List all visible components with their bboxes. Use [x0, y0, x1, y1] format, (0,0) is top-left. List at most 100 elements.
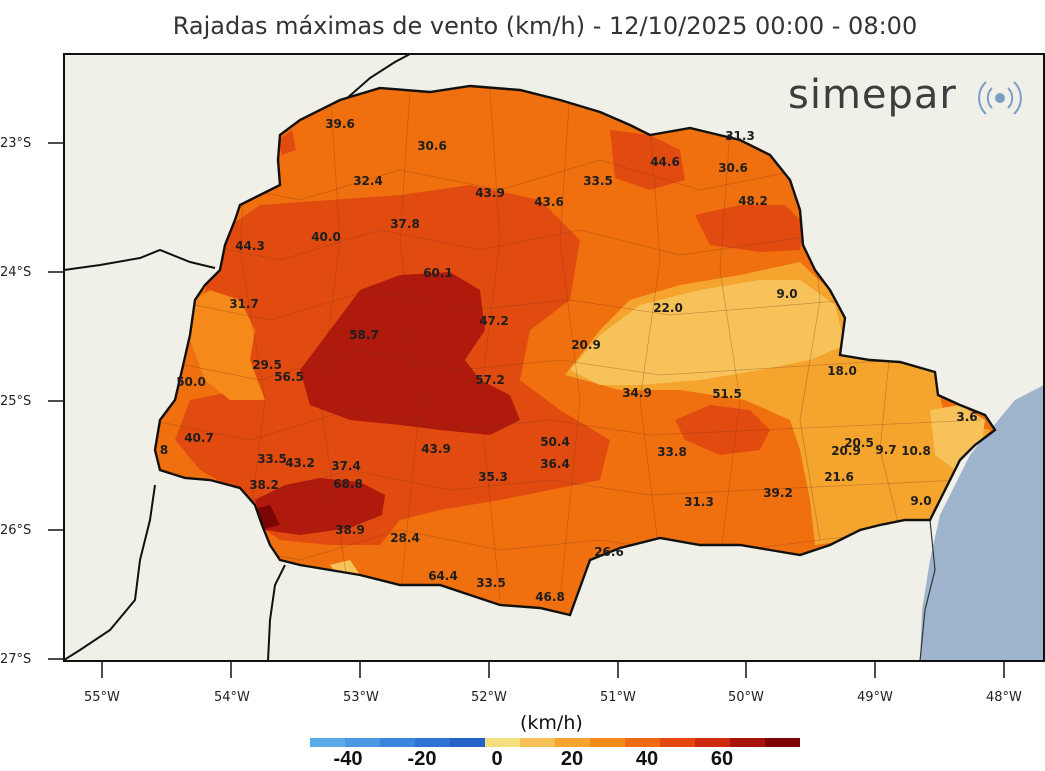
station-value: 48.2: [738, 194, 768, 208]
colorbar-segment: [415, 738, 450, 747]
border-line: [344, 54, 411, 101]
state-border: [153, 84, 997, 617]
station-value: 36.4: [540, 457, 570, 471]
colorbar-tick-label: 0: [491, 748, 503, 770]
colorbar-segment: [625, 738, 660, 747]
station-value: 20.9: [831, 444, 861, 458]
station-value: 28.4: [390, 531, 420, 545]
station-value: 38.9: [335, 523, 365, 537]
station-value: 56.5: [274, 370, 304, 384]
map-title: Rajadas máximas de vento (km/h) - 12/10/…: [172, 12, 918, 40]
station-value: 31.3: [725, 129, 755, 143]
colorbar-segment: [730, 738, 765, 747]
station-value: 37.8: [390, 217, 420, 231]
colorbar-tick-label: 40: [635, 748, 659, 770]
lon-tick-label: 55°W: [84, 690, 120, 705]
colorbar-segment: [310, 738, 345, 747]
colorbar-segment: [450, 738, 485, 747]
colorbar-tick-label: 60: [710, 748, 734, 770]
station-value: 60.1: [423, 266, 453, 280]
station-value: 64.4: [428, 569, 458, 583]
station-value: 33.8: [657, 445, 687, 459]
station-value: 50.0: [176, 375, 206, 389]
station-value: 31.3: [684, 495, 714, 509]
station-value: 9.0: [910, 494, 931, 508]
station-value: 40.7: [184, 431, 214, 445]
colorbar-segment: [520, 738, 555, 747]
station-value: 43.9: [421, 442, 451, 456]
logo-waves-icon: [978, 81, 1022, 115]
ocean: [920, 385, 1044, 661]
map-border: [63, 53, 1045, 662]
station-value: 3.6: [956, 410, 977, 424]
lat-tick-label: 23°S: [0, 136, 32, 151]
station-value: 38.2: [249, 478, 279, 492]
station-value: 44.6: [650, 155, 680, 169]
border-line: [919, 519, 936, 661]
station-values: 39.6 30.6 31.3 44.6 30.6 32.4 33.5 43.9 43.6 48.2…: [160, 117, 978, 604]
station-value: 40.0: [311, 230, 341, 244]
station-value: 32.4: [353, 174, 383, 188]
colorbar-segment: [555, 738, 590, 747]
station-value: 57.2: [475, 373, 505, 387]
station-value: 10.8: [901, 444, 931, 458]
lon-tick-label: 49°W: [857, 690, 893, 705]
station-value: 51.5: [712, 387, 742, 401]
station-value: 68.8: [333, 477, 363, 491]
station-value: 43.9: [475, 186, 505, 200]
station-value: 50.4: [540, 435, 570, 449]
colorbar-tick-label: -20: [407, 748, 437, 770]
municipal-boundaries: [155, 89, 981, 601]
simepar-logo: simepar: [788, 72, 957, 118]
station-value: 9.0: [776, 287, 797, 301]
colorbar-segment: [660, 738, 695, 747]
colorbar-segment: [765, 738, 800, 747]
station-value: 46.8: [535, 590, 565, 604]
station-value: 30.6: [417, 139, 447, 153]
station-value: 21.6: [824, 470, 854, 484]
lon-tick-label: 52°W: [471, 690, 507, 705]
station-value: 22.0: [653, 301, 683, 315]
colorbar-segment: [485, 738, 520, 747]
station-value: 20.9: [571, 338, 601, 352]
station-value: 29.5: [252, 358, 282, 372]
station-value: 58.7: [349, 328, 379, 342]
station-value: 39.6: [325, 117, 355, 131]
station-value: 43.6: [534, 195, 564, 209]
station-value: 34.9: [622, 386, 652, 400]
lon-tick-label: 51°W: [600, 690, 636, 705]
station-value: 9.7: [875, 443, 896, 457]
lat-tick-label: 24°S: [0, 265, 32, 280]
colorbar-tick-label: -40: [333, 748, 363, 770]
station-value: 35.3: [478, 470, 508, 484]
border-line: [64, 248, 216, 271]
station-value: 47.2: [479, 314, 509, 328]
station-value: 44.3: [235, 239, 265, 253]
station-value: 18.0: [827, 364, 857, 378]
colorbar-unit: (km/h): [520, 712, 583, 734]
axis-ticks: [48, 142, 1005, 678]
station-value: 20.5: [844, 436, 874, 450]
station-value: 33.5: [583, 174, 613, 188]
station-value: 43.2: [285, 456, 315, 470]
lon-tick-label: 50°W: [728, 690, 764, 705]
lat-tick-label: 26°S: [0, 523, 32, 538]
border-line: [267, 564, 286, 661]
border-line: [64, 484, 156, 661]
colorbar-tick-label: 20: [560, 748, 584, 770]
station-value: 39.2: [763, 486, 793, 500]
lat-tick-label: 27°S: [0, 652, 32, 667]
station-value: 26.6: [594, 545, 624, 559]
colorbar-segment: [590, 738, 625, 747]
colorbar-segment: [380, 738, 415, 747]
lat-tick-label: 25°S: [0, 394, 32, 409]
station-value: 8: [160, 443, 168, 457]
station-value: 31.7: [229, 297, 259, 311]
colorbar-segment: [695, 738, 730, 747]
colorbar-segment: [345, 738, 380, 747]
lon-tick-label: 54°W: [214, 690, 250, 705]
lon-tick-label: 53°W: [343, 690, 379, 705]
station-value: 33.5: [257, 452, 287, 466]
station-value: 37.4: [331, 459, 361, 473]
